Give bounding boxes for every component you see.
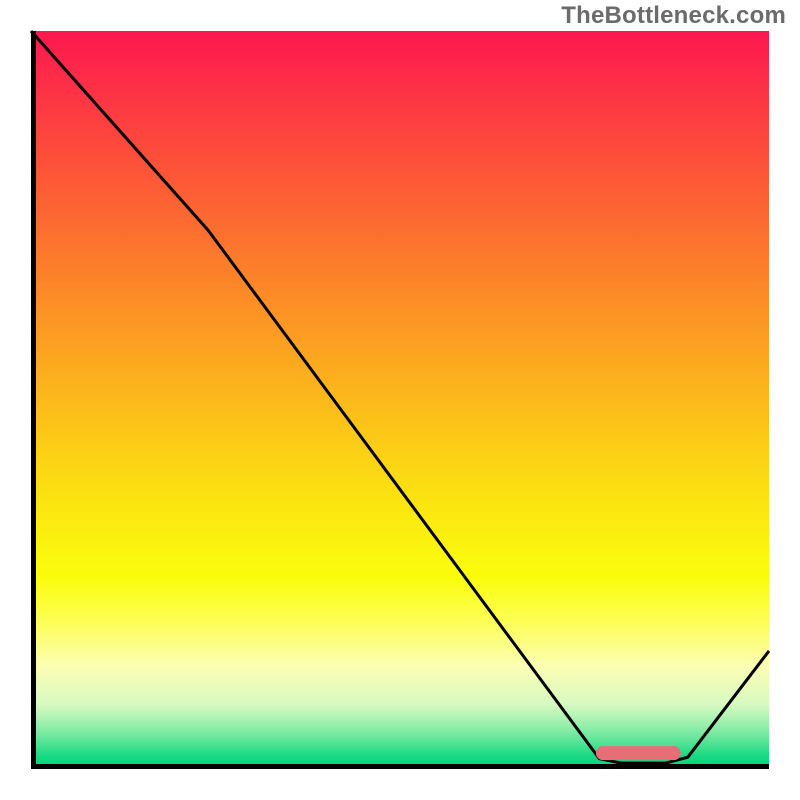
chart-container: TheBottleneck.com (0, 0, 800, 800)
bottleneck-chart (0, 0, 800, 800)
watermark-text: TheBottleneck.com (561, 2, 786, 30)
optimal-range-marker (596, 746, 681, 760)
plot-gradient-background (31, 31, 769, 769)
